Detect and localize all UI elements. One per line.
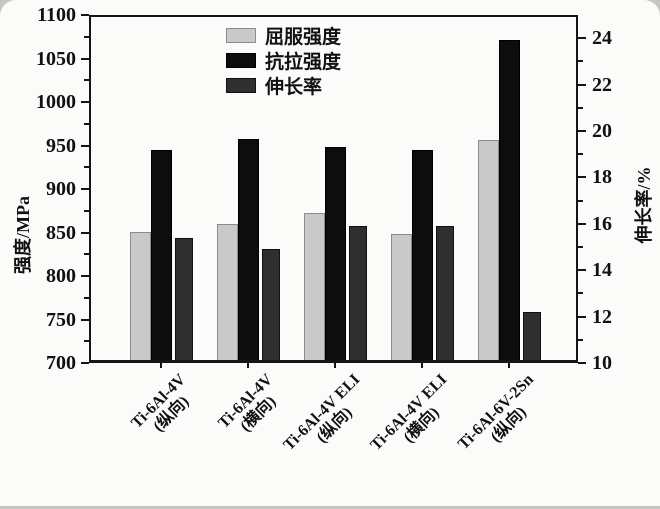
yield-strength-swatch-icon <box>226 28 256 43</box>
tensile-strength-swatch-icon <box>226 53 256 68</box>
bar-elongation <box>436 226 454 363</box>
bar-tensile-strength <box>150 149 172 363</box>
y-axis-minor-tick <box>84 296 89 299</box>
right-axis-major-tick <box>578 362 586 364</box>
right-axis-minor-tick <box>578 292 583 295</box>
bar-elongation <box>523 311 542 363</box>
bar-tensile-strength <box>324 147 346 363</box>
y-axis-tick-label: 1100 <box>37 4 76 26</box>
x-category-label: Ti-6Al-4V ELI (横向) <box>367 371 463 467</box>
legend-item-elongation: 伸长率 <box>226 77 341 98</box>
right-axis-major-tick <box>578 315 586 318</box>
y-axis-minor-tick <box>84 166 89 169</box>
bar-yield-strength <box>129 231 151 363</box>
y-axis-tick-label: 750 <box>46 308 76 331</box>
right-axis-tick-label: 20 <box>592 120 612 142</box>
y-axis-tick-label: 700 <box>46 352 76 374</box>
x-axis-tick <box>159 363 162 368</box>
right-axis-minor-tick <box>578 106 583 109</box>
legend-label-tensile: 抗拉强度 <box>265 52 342 73</box>
bar-tensile-strength <box>412 149 433 363</box>
bar-elongation <box>348 226 367 363</box>
right-axis-minor-tick <box>578 246 583 248</box>
legend-label-elongation: 伸长率 <box>265 77 323 98</box>
legend-item-tensile: 抗拉强度 <box>226 52 341 73</box>
y-axis-minor-tick <box>84 35 89 38</box>
y-axis-minor-tick <box>84 209 89 212</box>
y-axis-major-tick <box>81 101 89 103</box>
legend-item-yield: 屈服强度 <box>226 27 341 48</box>
x-category-label: Ti-6Al-6V-2Sn (纵向) <box>455 371 550 466</box>
right-axis-tick-label: 10 <box>592 352 612 374</box>
x-category-label: Ti-6Al-4V ELI (纵向) <box>280 371 376 467</box>
x-axis-tick <box>333 363 336 368</box>
right-axis-tick-label: 18 <box>592 166 612 189</box>
right-axis-major-tick <box>578 83 586 86</box>
bar-elongation <box>261 249 280 363</box>
bar-elongation <box>174 237 193 363</box>
y-axis-major-tick <box>81 231 89 234</box>
legend-label-yield: 屈服强度 <box>265 27 342 48</box>
y-axis-major-tick <box>81 188 89 190</box>
right-axis-major-tick <box>578 176 586 179</box>
y-axis-tick-label: 1050 <box>36 47 76 70</box>
right-axis-tick-label: 16 <box>592 212 612 235</box>
y-axis-major-tick <box>81 57 89 60</box>
y-axis-major-tick <box>81 362 89 364</box>
y-axis-minor-tick <box>84 340 89 343</box>
y-axis-minor-tick <box>84 79 89 82</box>
y-axis-minor-tick <box>84 122 89 125</box>
y-axis-major-tick <box>81 144 89 147</box>
y-axis-major-tick <box>81 14 89 16</box>
right-axis-minor-tick <box>578 199 583 202</box>
x-axis-tick <box>246 363 249 368</box>
y-axis-major-tick <box>81 318 89 321</box>
legend: 屈服强度 抗拉强度 伸长率 <box>226 27 341 98</box>
right-axis-minor-tick <box>578 153 583 156</box>
y-axis-tick-label: 900 <box>46 178 76 200</box>
right-axis-tick-label: 24 <box>592 27 612 50</box>
bar-tensile-strength <box>237 138 259 363</box>
x-axis-tick <box>421 363 423 368</box>
y-axis-tick-label: 800 <box>46 265 76 287</box>
y-axis-tick-label: 950 <box>46 134 76 157</box>
right-axis-minor-tick <box>578 338 583 341</box>
elongation-swatch-icon <box>226 78 256 93</box>
bar-yield-strength <box>391 234 412 363</box>
bar-yield-strength <box>303 213 325 363</box>
right-axis-major-tick <box>578 130 586 132</box>
y-axis-tick-label: 1000 <box>36 91 76 113</box>
bar-yield-strength <box>478 140 500 363</box>
x-category-label: Ti-6Al-4V (横向) <box>215 371 289 445</box>
right-axis-minor-tick <box>578 60 583 63</box>
right-axis-tick-label: 12 <box>592 305 612 328</box>
right-axis-major-tick <box>578 222 586 225</box>
y-axis-major-tick <box>81 275 89 277</box>
x-axis-tick <box>508 363 511 368</box>
right-axis-major-tick <box>578 37 586 40</box>
right-axis-tick-label: 22 <box>592 73 612 96</box>
right-axis-tick-label: 14 <box>592 259 612 282</box>
bar-tensile-strength <box>499 40 521 363</box>
right-axis-major-tick <box>578 269 586 272</box>
x-category-label: Ti-6Al-4V (纵向) <box>128 371 202 445</box>
y-axis-minor-tick <box>84 253 89 256</box>
y-axis-tick-label: 850 <box>46 221 76 244</box>
bar-yield-strength <box>216 223 238 363</box>
